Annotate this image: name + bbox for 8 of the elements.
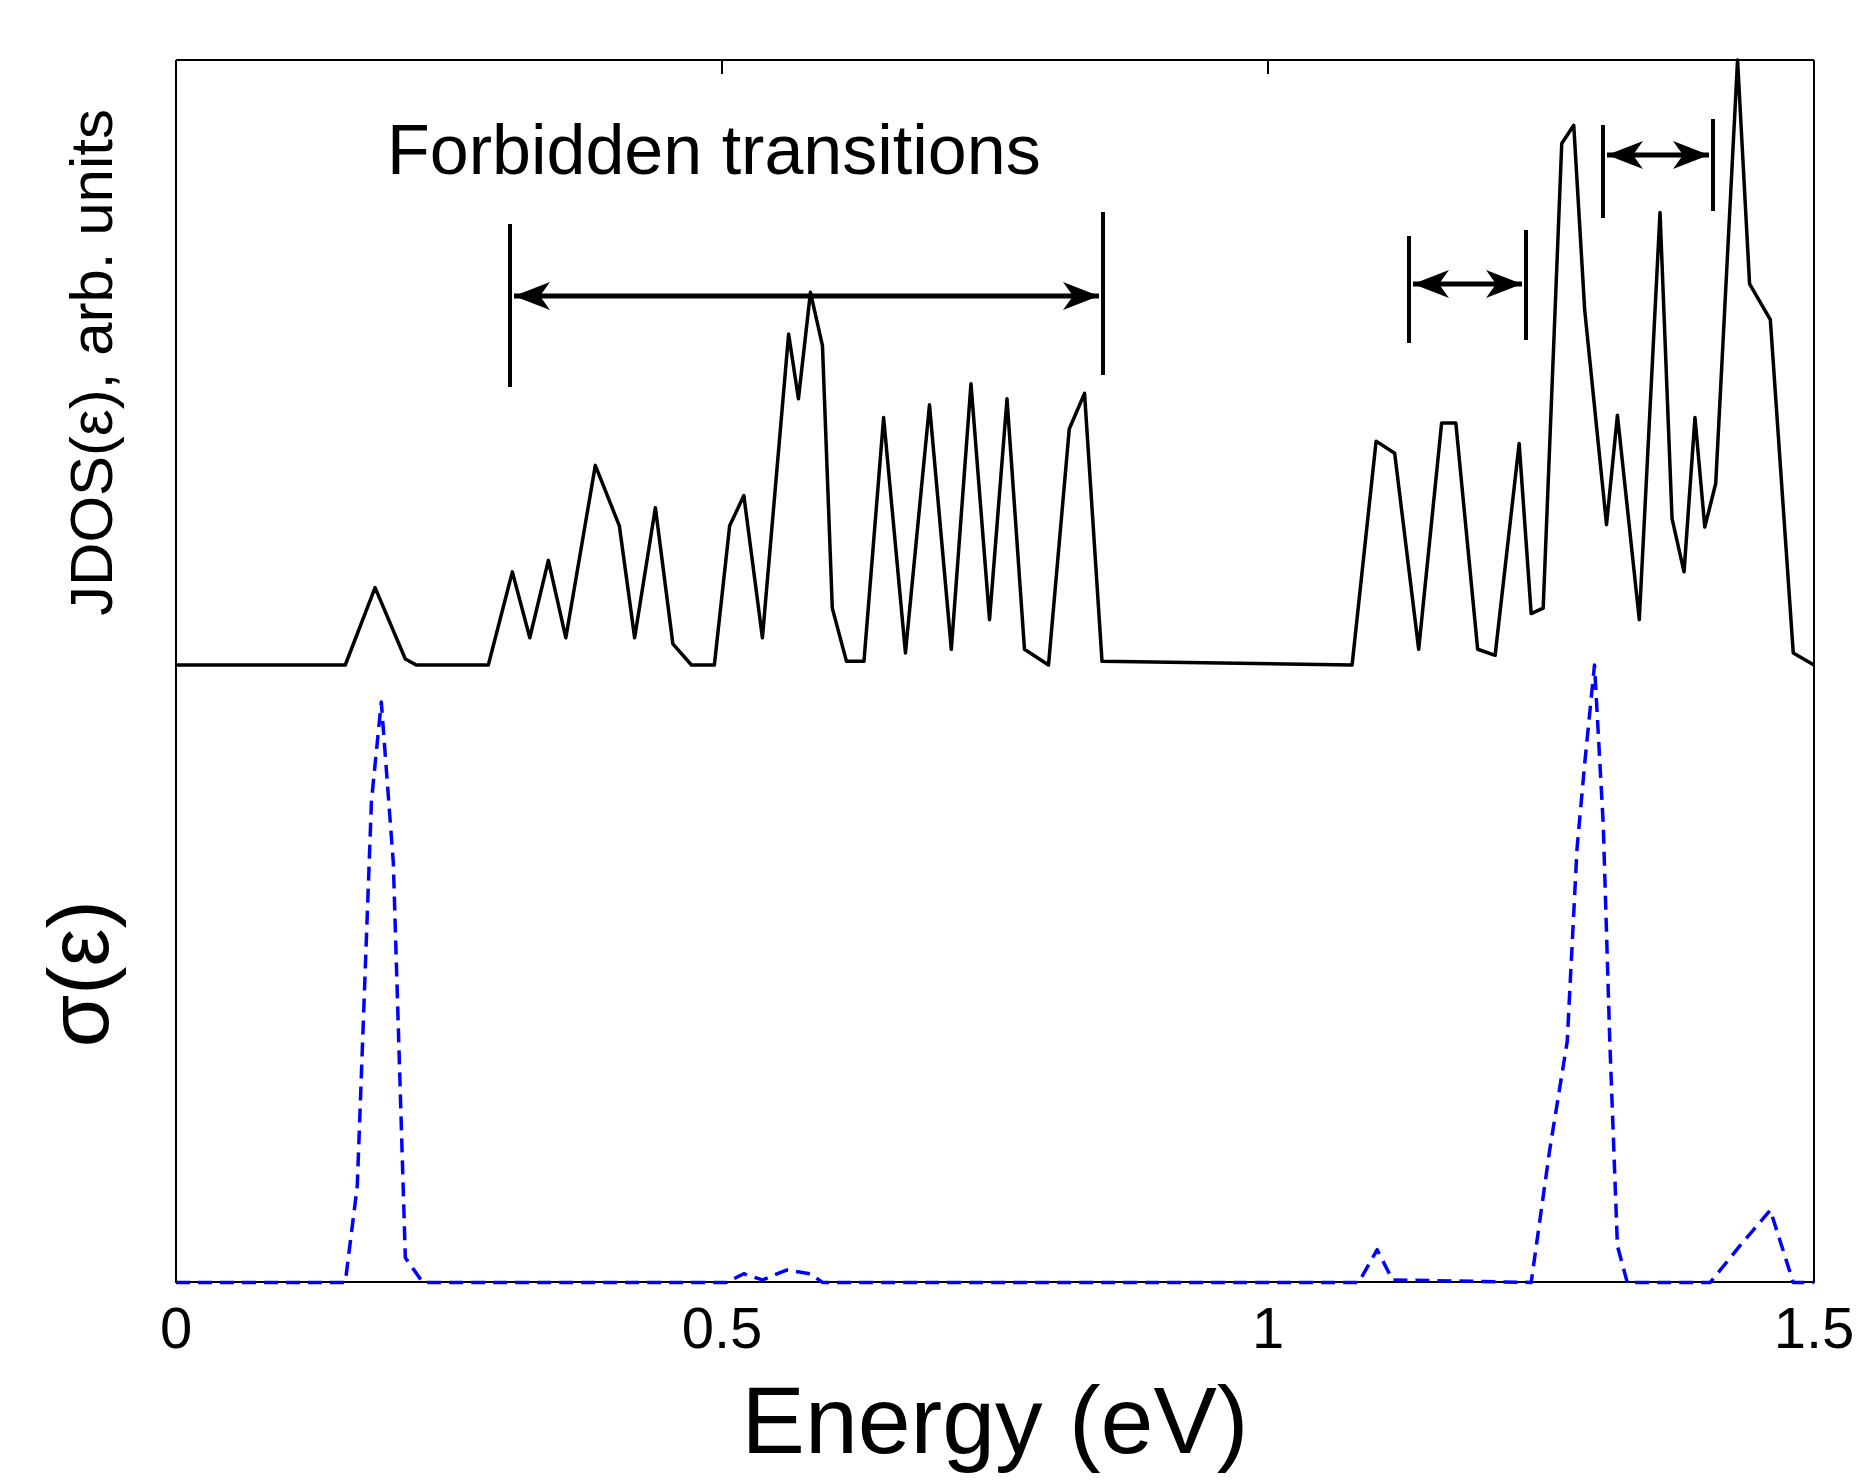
annotation: Forbidden transitions (387, 111, 1041, 190)
y-axis-title: σ(ε) (31, 900, 127, 1048)
x-tick-label: 0.5 (681, 1295, 763, 1361)
x-axis-title: Energy (eV) (741, 1367, 1249, 1474)
x-tick-label: 0 (159, 1295, 193, 1361)
y-axis-title: JDOS(ε), arb. units (57, 109, 125, 616)
x-tick-label: 1 (1251, 1295, 1285, 1361)
x-tick-label: 1.5 (1773, 1295, 1855, 1361)
